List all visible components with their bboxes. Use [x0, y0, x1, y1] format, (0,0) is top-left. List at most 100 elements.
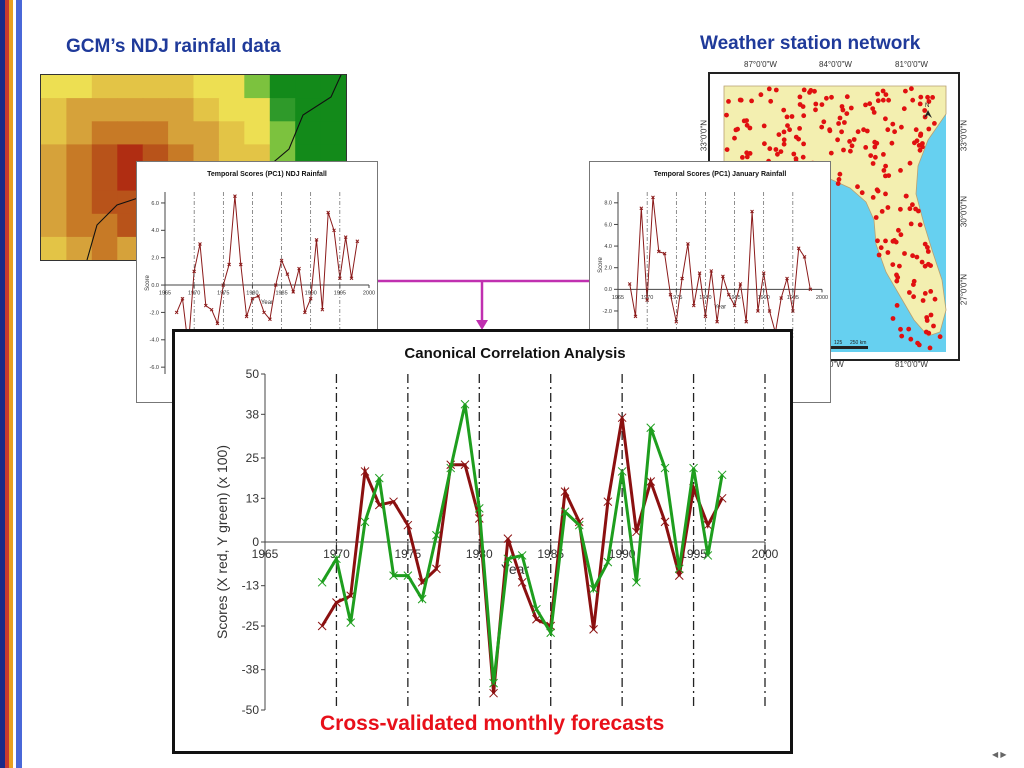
station-dot: [791, 151, 797, 157]
data-point: [750, 209, 754, 214]
marker-stroke: [721, 274, 725, 279]
station-dot: [781, 141, 787, 147]
station-dot: [766, 86, 772, 92]
data-point: [560, 507, 570, 517]
station-dot: [876, 252, 882, 258]
marker-stroke: [256, 294, 261, 298]
station-dot: [867, 101, 873, 107]
x-tick-label: 1965: [159, 291, 171, 297]
station-dot: [775, 151, 780, 157]
station-dot: [922, 241, 928, 247]
svg-text:125: 125: [834, 340, 843, 346]
data-point: [174, 310, 179, 315]
marker-stroke: [750, 209, 754, 214]
station-dot: [793, 156, 799, 162]
data-point: [721, 274, 725, 279]
y-tick-label: -2.0: [603, 309, 612, 315]
station-dot: [861, 127, 866, 133]
data-point: [273, 283, 278, 287]
heatmap-cell: [168, 98, 195, 122]
marker-stroke: [632, 577, 641, 587]
station-dot: [812, 88, 817, 94]
data-point: [432, 564, 441, 574]
station-dot: [894, 303, 900, 308]
data-point: [460, 460, 470, 470]
station-dot: [784, 114, 790, 120]
marker-stroke: [603, 497, 613, 507]
data-point: [503, 534, 513, 543]
x-tick-label: 1990: [609, 547, 636, 561]
station-dot: [875, 91, 880, 97]
marker-stroke: [796, 246, 801, 251]
marker-stroke: [489, 688, 498, 698]
y-tick-label: 8.0: [604, 201, 612, 207]
heatmap-cell: [244, 121, 271, 145]
data-point: [689, 463, 698, 473]
marker-stroke: [297, 266, 301, 271]
marker-stroke: [291, 290, 296, 294]
station-dot: [781, 129, 787, 135]
heatmap-cell: [91, 167, 118, 192]
station-dot: [903, 88, 908, 94]
station-dot: [875, 98, 881, 104]
marker-stroke: [268, 317, 272, 322]
station-dot: [926, 126, 932, 132]
heatmap-cell: [269, 98, 296, 122]
station-dot: [837, 171, 843, 177]
station-dot: [914, 138, 920, 144]
data-point: [291, 290, 296, 294]
marker-stroke: [279, 258, 284, 263]
heatmap-cell: [66, 213, 93, 238]
data-point: [632, 577, 641, 587]
station-dot: [896, 227, 901, 233]
station-dot: [849, 143, 855, 149]
y-tick-label: 4.0: [604, 244, 612, 250]
station-dot: [724, 112, 729, 118]
lon-label-2: 84°0'0"W: [819, 60, 852, 69]
marker-stroke: [332, 228, 336, 233]
station-dot: [724, 147, 730, 152]
station-dot: [855, 184, 860, 190]
heatmap-cell: [66, 98, 93, 122]
station-dot: [899, 333, 905, 339]
station-dot: [868, 153, 874, 158]
data-point: [796, 246, 801, 251]
station-dot: [925, 249, 931, 254]
marker-stroke: [532, 614, 541, 624]
station-dot: [873, 154, 878, 160]
station-dot: [899, 124, 904, 130]
station-dot: [842, 120, 847, 125]
data-point: [279, 258, 284, 263]
data-point: [262, 310, 266, 315]
data-point: [651, 195, 655, 200]
data-point: [697, 271, 702, 275]
station-dot: [902, 251, 907, 256]
marker-stroke: [785, 276, 789, 281]
data-point: [332, 554, 341, 564]
heatmap-cell: [91, 75, 118, 99]
marker-stroke: [617, 467, 627, 476]
station-dot: [740, 155, 745, 160]
heatmap-cell: [142, 98, 169, 122]
station-dot: [886, 173, 892, 178]
station-dot: [928, 289, 934, 294]
heatmap-cell: [193, 121, 220, 145]
marker-stroke: [779, 296, 784, 300]
station-dot: [923, 329, 929, 335]
series-line-0: [629, 197, 811, 333]
series-line-y: [320, 403, 724, 684]
x-tick-label: 2000: [363, 291, 375, 297]
data-point: [738, 282, 743, 286]
station-dot: [879, 209, 885, 214]
svg-text:250 km: 250 km: [850, 340, 866, 346]
y-tick-label: -6.0: [150, 365, 159, 371]
data-point: [662, 251, 667, 256]
data-point: [389, 571, 398, 580]
station-dot: [827, 128, 833, 134]
slide-pager[interactable]: ◀ ▶: [992, 750, 1007, 759]
marker-stroke: [802, 255, 807, 259]
marker-stroke: [668, 292, 673, 297]
heatmap-cell: [218, 121, 245, 145]
data-point: [432, 530, 441, 540]
station-dot: [819, 102, 825, 107]
